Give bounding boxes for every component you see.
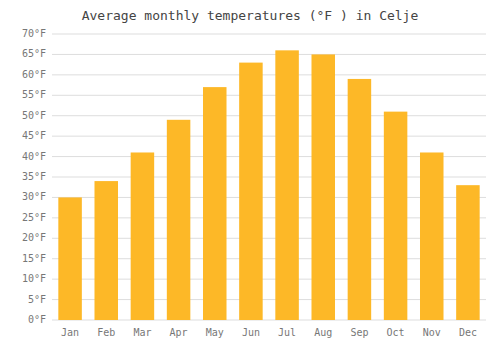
bar <box>58 197 82 320</box>
x-tick-label: Dec <box>459 327 477 338</box>
bar <box>311 54 335 320</box>
grid-line <box>52 74 486 75</box>
x-tick-label: Nov <box>423 327 441 338</box>
grid-line <box>52 34 486 35</box>
x-axis: Jan Feb Mar Apr May Jun Jul Aug Sep Oct Nov Dec <box>61 327 477 338</box>
grid-line <box>52 115 486 116</box>
bar <box>167 120 191 320</box>
grid-line <box>52 54 486 55</box>
bar <box>384 112 408 320</box>
y-tick-label: 20°F <box>22 232 46 243</box>
y-tick-label: 15°F <box>22 253 46 264</box>
bar <box>203 87 227 320</box>
bar <box>348 79 372 320</box>
chart: 0°F 5°F 10°F 15°F 20°F 25°F 30°F 35°F 40°F 45°F 50… <box>0 0 500 350</box>
title: Average monthly temperatures (°F ) in Ce… <box>82 8 419 23</box>
x-tick-label: Jan <box>61 327 79 338</box>
y-tick-label: 70°F <box>22 28 46 39</box>
bar <box>239 63 263 320</box>
y-tick-label: 10°F <box>22 273 46 284</box>
y-tick-label: 25°F <box>22 212 46 223</box>
y-tick-label: 55°F <box>22 89 46 100</box>
bar <box>420 152 444 320</box>
chart-container: 0°F 5°F 10°F 15°F 20°F 25°F 30°F 35°F 40°F 45°F 50… <box>0 0 500 350</box>
y-tick-label: 65°F <box>22 48 46 59</box>
x-tick-label: Feb <box>97 327 115 338</box>
y-tick-label: 60°F <box>22 69 46 80</box>
x-tick-label: Jul <box>278 327 296 338</box>
grid-line <box>52 136 486 137</box>
x-tick-label: Oct <box>387 327 405 338</box>
y-tick-label: 40°F <box>22 151 46 162</box>
y-tick-label: 5°F <box>28 294 46 305</box>
y-tick-label: 30°F <box>22 191 46 202</box>
y-tick-label: 45°F <box>22 130 46 141</box>
x-tick-label: Mar <box>133 327 151 338</box>
bar <box>456 185 480 320</box>
x-tick-label: Sep <box>350 327 368 338</box>
y-tick-label: 35°F <box>22 171 46 182</box>
x-tick-label: Apr <box>170 327 188 338</box>
x-tick-label: Jun <box>242 327 260 338</box>
bars <box>58 50 479 320</box>
bar <box>131 152 155 320</box>
x-tick-label: Aug <box>314 327 332 338</box>
x-tick-label: May <box>206 327 224 338</box>
y-tick-label: 50°F <box>22 110 46 121</box>
bar <box>275 50 299 320</box>
y-axis: 0°F 5°F 10°F 15°F 20°F 25°F 30°F 35°F 40°F 45°F 50… <box>22 28 486 325</box>
y-tick-label: 0°F <box>28 314 46 325</box>
bar <box>94 181 118 320</box>
grid-line <box>52 95 486 96</box>
